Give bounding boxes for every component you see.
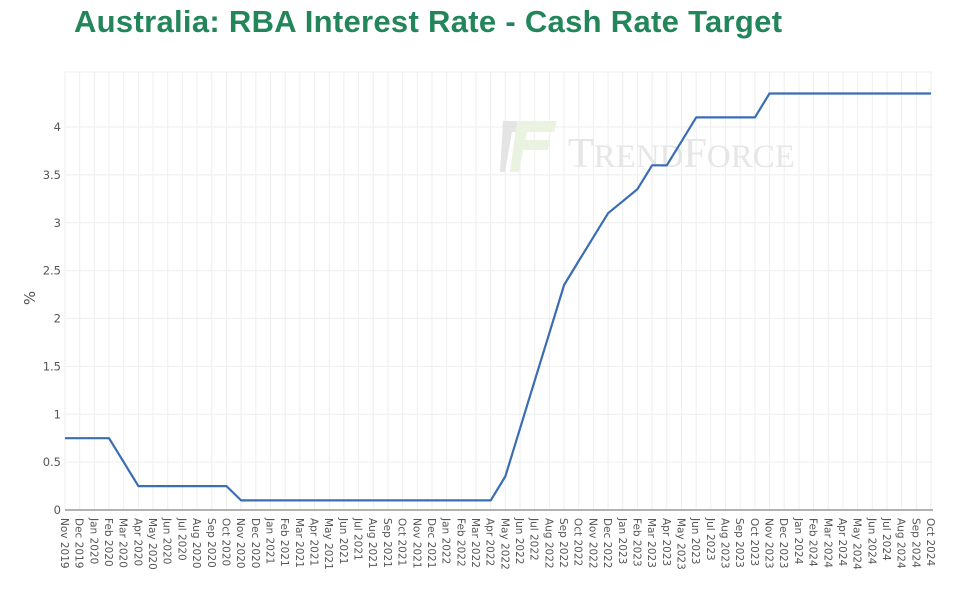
- x-tick-label: Dec 2022: [601, 518, 613, 568]
- x-tick-label: Aug 2022: [542, 518, 554, 569]
- x-tick-label: Nov 2020: [234, 518, 246, 569]
- y-tick-label: 2.5: [43, 264, 61, 278]
- x-tick-label: Jul 2022: [528, 517, 540, 561]
- x-tick-label: Mar 2024: [821, 518, 833, 568]
- x-tick-label: Jul 2021: [352, 517, 364, 561]
- x-tick-label: Mar 2020: [117, 518, 129, 568]
- x-tick-label: Mar 2021: [293, 518, 305, 568]
- x-tick-label: Jan 2020: [87, 517, 99, 564]
- x-tick-label: Apr 2022: [484, 518, 496, 566]
- y-axis-label: %: [21, 291, 39, 305]
- x-tick-label: Feb 2020: [102, 518, 114, 567]
- x-tick-label: Dec 2021: [425, 518, 437, 568]
- x-tick-label: Sep 2020: [205, 518, 217, 568]
- x-tick-label: Aug 2020: [190, 518, 202, 569]
- x-tick-label: Feb 2023: [630, 518, 642, 567]
- y-tick-label: 1: [54, 407, 61, 421]
- x-tick-label: Oct 2023: [748, 518, 760, 566]
- x-tick-label: Jun 2023: [689, 517, 701, 564]
- trendforce-watermark: TRENDFORCE: [500, 121, 795, 177]
- x-tick-label: Jun 2021: [337, 517, 349, 564]
- y-tick-label: 4: [54, 120, 61, 134]
- y-tick-label: 2: [54, 312, 61, 326]
- x-tick-label: May 2024: [851, 518, 863, 570]
- x-tick-label: Aug 2024: [895, 518, 907, 569]
- x-tick-label: Jul 2023: [704, 517, 716, 561]
- x-tick-label: Jan 2021: [263, 517, 275, 564]
- x-tick-label: Mar 2022: [469, 518, 481, 568]
- x-tick-label: Sep 2022: [557, 518, 569, 568]
- svg-text:TRENDFORCE: TRENDFORCE: [568, 131, 795, 177]
- x-tick-label: Feb 2022: [454, 518, 466, 567]
- x-tick-label: Oct 2024: [924, 518, 936, 567]
- x-tick-label: Jan 2024: [792, 517, 804, 565]
- x-tick-label: Nov 2019: [58, 518, 70, 569]
- x-tick-label: Jul 2024: [880, 517, 892, 561]
- x-tick-label: Apr 2020: [131, 518, 143, 566]
- chart-title: Australia: RBA Interest Rate - Cash Rate…: [74, 4, 783, 39]
- x-tick-label: Mar 2023: [645, 518, 657, 568]
- x-tick-label: Jun 2022: [513, 517, 525, 564]
- y-tick-label: 0: [54, 503, 61, 517]
- x-tick-label: Jun 2020: [161, 517, 173, 564]
- x-tick-label: Sep 2023: [733, 518, 745, 568]
- y-axis: 0 0.5 1 1.5 2 2.5 3 3.5 4: [43, 120, 933, 517]
- x-tick-label: Feb 2021: [278, 518, 290, 567]
- x-tick-label: May 2022: [498, 518, 510, 570]
- x-tick-label: Jul 2020: [175, 517, 187, 561]
- y-tick-label: 0.5: [43, 455, 61, 469]
- x-tick-label: Nov 2022: [586, 518, 598, 569]
- x-tick-label: Oct 2020: [219, 518, 231, 566]
- x-tick-label: Apr 2021: [308, 518, 320, 566]
- y-tick-label: 1.5: [43, 359, 61, 373]
- x-tick-label: Apr 2024: [836, 518, 848, 567]
- x-tick-label: Dec 2023: [777, 518, 789, 568]
- x-axis: Nov 2019 Dec 2019 Jan 2020 Feb 2020 Mar 2020…: [58, 517, 936, 570]
- x-tick-label: Feb 2024: [807, 518, 819, 567]
- x-tick-label: Oct 2022: [572, 518, 584, 566]
- y-tick-label: 3: [54, 216, 61, 230]
- x-tick-label: Jun 2024: [865, 517, 877, 565]
- y-tick-label: 3.5: [43, 168, 61, 182]
- x-tick-label: Sep 2021: [381, 518, 393, 568]
- x-tick-label: Jan 2023: [616, 517, 628, 564]
- x-tick-label: Aug 2021: [366, 518, 378, 569]
- x-tick-label: May 2020: [146, 518, 158, 570]
- series-line-cash-rate: [65, 92, 931, 502]
- x-tick-label: May 2023: [674, 518, 686, 570]
- x-tick-label: Dec 2019: [73, 518, 85, 568]
- x-tick-label: Apr 2023: [660, 518, 672, 566]
- x-tick-label: Dec 2020: [249, 518, 261, 568]
- gridlines: [64, 71, 933, 510]
- x-tick-label: Aug 2023: [719, 518, 731, 569]
- x-tick-label: Nov 2023: [763, 518, 775, 569]
- x-tick-label: May 2021: [322, 518, 334, 570]
- x-tick-label: Oct 2021: [396, 518, 408, 566]
- x-tick-label: Nov 2021: [410, 518, 422, 569]
- x-tick-label: Sep 2024: [909, 518, 921, 568]
- x-tick-label: Jan 2022: [440, 517, 452, 564]
